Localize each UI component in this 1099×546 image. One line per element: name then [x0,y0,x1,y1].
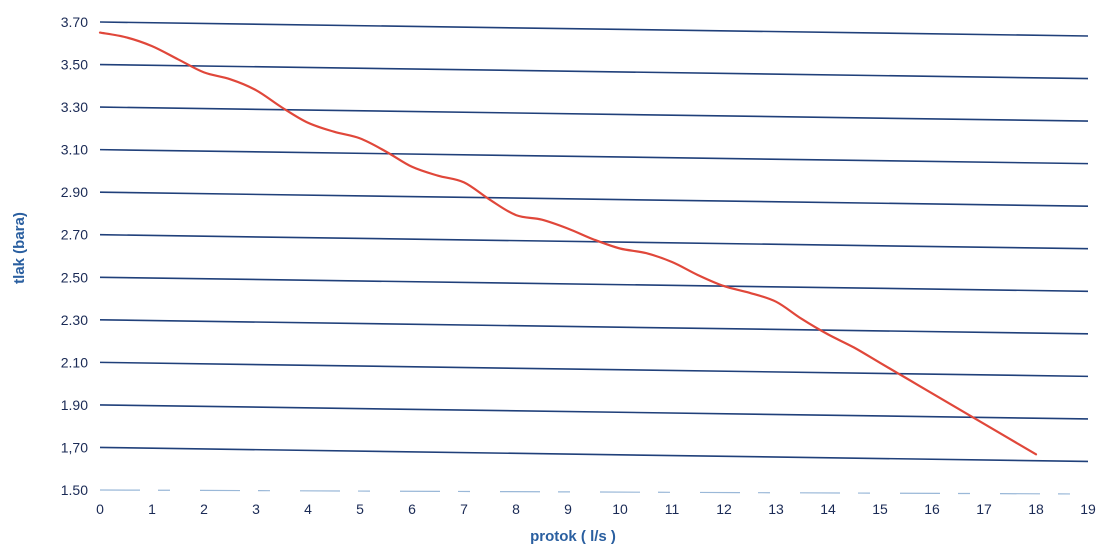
x-tick-label: 6 [408,501,416,517]
y-axis-ticks: 1.50 1,70 1.90 2.10 2.30 2.50 2.70 2.90 3.10 3.30… [61,14,88,498]
y-tick-label: 2.30 [61,312,88,328]
x-tick-label: 7 [460,501,468,517]
x-tick-label: 4 [304,501,312,517]
x-tick-label: 10 [612,501,628,517]
grid-line [99,63,1089,80]
x-tick-label: 19 [1080,501,1096,517]
x-tick-label: 17 [976,501,992,517]
x-tick-label: 3 [252,501,260,517]
grid-line [99,361,1089,378]
x-axis-baseline [99,489,1089,495]
y-tick-label: 3.50 [61,57,88,73]
x-tick-label: 8 [512,501,520,517]
y-tick-label: 2.70 [61,227,88,243]
x-tick-label: 12 [716,501,732,517]
grid-line [99,404,1089,420]
y-tick-label: 1.90 [61,397,88,413]
y-tick-label: 2.10 [61,354,88,370]
y-tick-label: 3.70 [61,14,88,30]
grid-lines [99,21,1089,495]
y-tick-label: 1.50 [61,482,88,498]
x-axis-ticks: 0 1 2 3 4 5 6 7 8 9 10 11 12 13 14 15 16 17 18 19 [96,501,1096,517]
x-tick-label: 18 [1028,501,1044,517]
x-axis-title: protok ( l/s ) [530,528,616,545]
series-line [98,31,1038,456]
y-axis-title: tlak (bara) [11,212,28,284]
x-tick-label: 11 [665,501,680,517]
grid-line [99,191,1089,207]
y-tick-label: 1,70 [61,439,88,455]
grid-line [99,106,1089,122]
y-tick-label: 3.10 [61,142,88,158]
grid-line [99,148,1089,165]
x-tick-label: 14 [820,501,836,517]
x-tick-label: 5 [356,501,364,517]
grid-line [99,276,1089,293]
grid-line [99,233,1089,250]
x-tick-label: 15 [872,501,888,517]
x-tick-label: 13 [768,501,784,517]
series-layer [98,31,1038,456]
x-tick-label: 0 [96,501,104,517]
grid-line [99,319,1089,335]
x-tick-label: 2 [200,501,208,517]
x-tick-label: 1 [148,501,156,517]
x-tick-label: 9 [564,501,572,517]
y-tick-label: 3.30 [61,99,88,115]
y-tick-label: 2.50 [61,269,88,285]
y-tick-label: 2.90 [61,184,88,200]
x-tick-label: 16 [924,501,940,517]
grid-line [99,446,1089,463]
grid-line [99,21,1089,37]
